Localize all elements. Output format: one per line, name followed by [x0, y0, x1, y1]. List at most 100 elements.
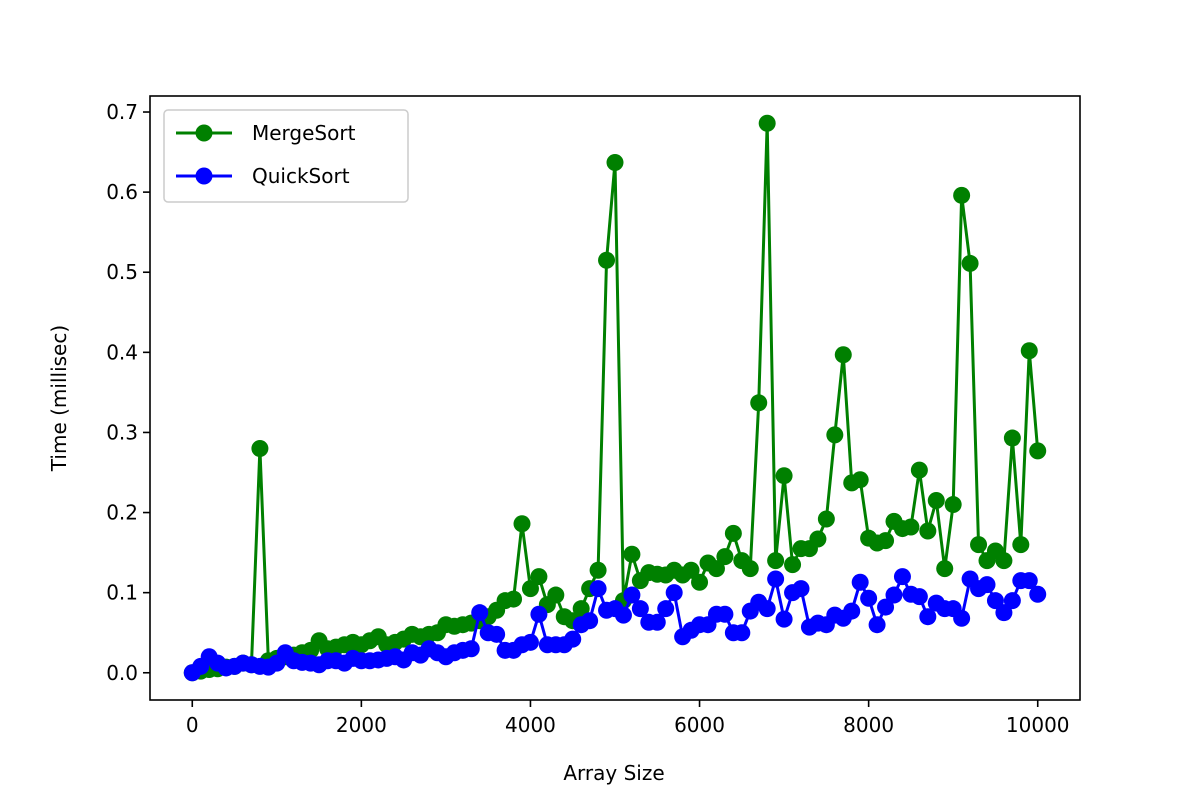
point: [775, 610, 793, 628]
y-tick-label: 0.2: [106, 501, 138, 525]
point: [733, 624, 751, 642]
point: [910, 461, 928, 479]
point: [919, 522, 937, 540]
point: [648, 613, 666, 631]
point: [758, 600, 776, 618]
point: [564, 630, 582, 648]
y-axis-label: Time (millisec): [47, 325, 71, 472]
point: [589, 561, 607, 579]
point: [657, 600, 675, 618]
point: [877, 598, 895, 616]
point: [623, 586, 641, 604]
point: [767, 552, 785, 570]
point: [851, 573, 869, 591]
y-tick-label: 0.1: [106, 581, 138, 605]
x-axis-label: Array Size: [563, 761, 664, 785]
point: [910, 588, 928, 606]
y-tick-label: 0.4: [106, 340, 138, 364]
point: [995, 552, 1013, 570]
point: [505, 590, 523, 608]
point: [927, 492, 945, 510]
point: [598, 251, 616, 269]
point: [1029, 442, 1047, 460]
point: [614, 606, 632, 624]
point: [885, 586, 903, 604]
point: [936, 560, 954, 578]
y-tick-label: 0.7: [106, 100, 138, 124]
point: [623, 545, 641, 563]
legend-label: MergeSort: [252, 121, 356, 145]
point: [767, 570, 785, 588]
point: [462, 640, 480, 658]
point: [953, 186, 971, 204]
point: [851, 471, 869, 489]
point: [784, 556, 802, 574]
point: [970, 536, 988, 554]
legend-marker: [195, 167, 213, 185]
point: [724, 524, 742, 542]
point: [251, 439, 269, 457]
point: [758, 114, 776, 132]
x-tick-label: 6000: [674, 713, 725, 737]
point: [572, 600, 590, 618]
point: [488, 625, 506, 643]
point: [826, 426, 844, 444]
x-tick-label: 10000: [1006, 713, 1070, 737]
point: [944, 496, 962, 514]
y-tick-label: 0.3: [106, 420, 138, 444]
y-tick-label: 0.0: [106, 661, 138, 685]
point: [691, 573, 709, 591]
y-tick-label: 0.6: [106, 180, 138, 204]
point: [834, 346, 852, 364]
point: [1020, 342, 1038, 360]
x-tick-label: 8000: [843, 713, 894, 737]
point: [606, 153, 624, 171]
point: [792, 580, 810, 598]
plot-frame: [149, 95, 1081, 701]
point: [868, 616, 886, 634]
point: [1003, 429, 1021, 447]
point: [902, 518, 920, 536]
x-tick-label: 4000: [505, 713, 556, 737]
point: [581, 612, 599, 630]
point: [995, 604, 1013, 622]
point: [530, 568, 548, 586]
point: [809, 530, 827, 548]
point: [1012, 536, 1030, 554]
point: [1003, 592, 1021, 610]
point: [877, 532, 895, 550]
point: [547, 586, 565, 604]
point: [707, 560, 725, 578]
point: [978, 576, 996, 594]
point: [665, 584, 683, 602]
point: [521, 580, 539, 598]
point: [589, 580, 607, 598]
point: [961, 254, 979, 272]
point: [843, 602, 861, 620]
point: [513, 515, 531, 533]
point: [953, 609, 971, 627]
y-tick-label: 0.5: [106, 260, 138, 284]
point: [741, 560, 759, 578]
point: [1029, 585, 1047, 603]
point: [893, 568, 911, 586]
point: [919, 608, 937, 626]
point: [716, 548, 734, 566]
point: [750, 394, 768, 412]
point: [631, 600, 649, 618]
legend-marker: [195, 124, 213, 142]
point: [682, 561, 700, 579]
point: [530, 605, 548, 623]
legend-label: QuickSort: [252, 164, 350, 188]
x-tick-label: 0: [186, 713, 199, 737]
point: [860, 589, 878, 607]
point: [986, 592, 1004, 610]
point: [521, 633, 539, 651]
point: [775, 467, 793, 485]
x-tick-label: 2000: [336, 713, 387, 737]
point: [471, 604, 489, 622]
point: [716, 605, 734, 623]
point: [817, 510, 835, 528]
point: [1020, 572, 1038, 590]
